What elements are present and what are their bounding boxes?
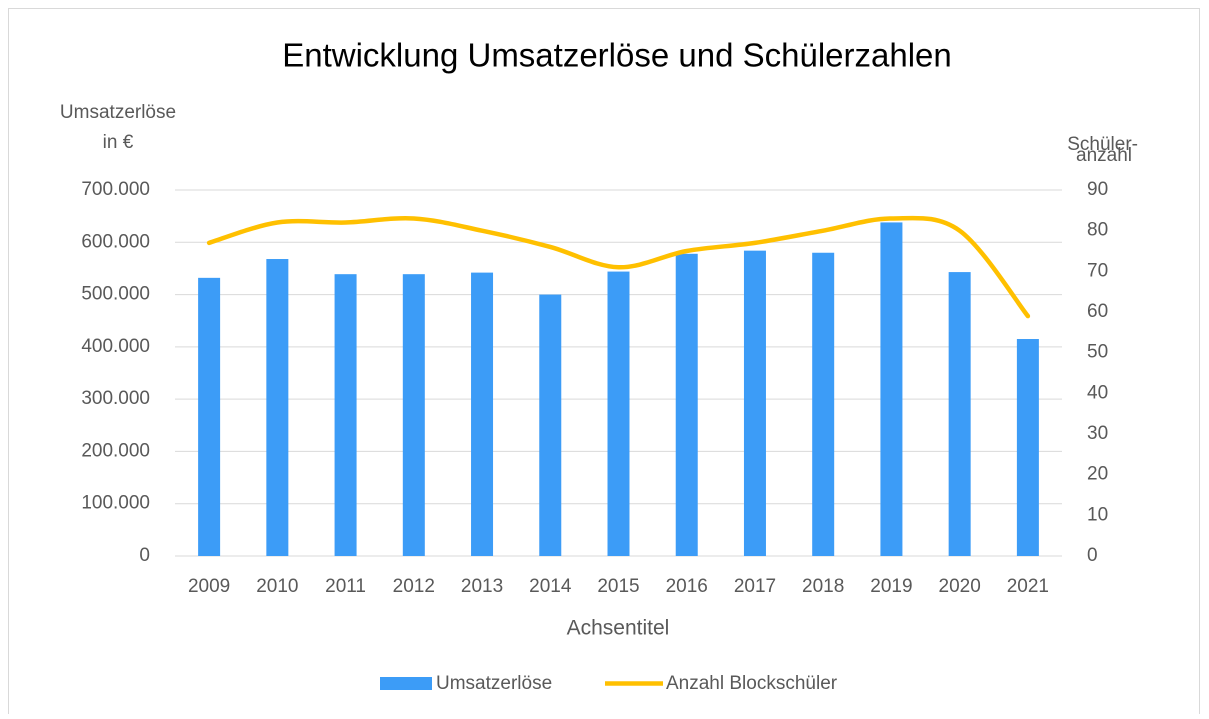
bar — [402, 274, 425, 556]
y-tick-label: 600.000 — [81, 231, 150, 252]
y2-tick-label: 50 — [1087, 342, 1108, 363]
x-tick-label: 2014 — [529, 576, 572, 597]
legend-label: Umsatzerlöse — [436, 673, 552, 694]
bar — [675, 253, 698, 556]
y-axis-label: Umsatzerlöse — [60, 102, 176, 123]
y2-tick-label: 60 — [1087, 301, 1108, 322]
y2-axis-label: anzahl — [1076, 145, 1132, 166]
y-tick-label: 100.000 — [81, 493, 150, 514]
x-tick-label: 2009 — [188, 576, 230, 597]
y2-tick-label: 30 — [1087, 423, 1108, 444]
y2-axis-label: Schüler- — [1067, 134, 1138, 155]
line — [206, 215, 1031, 319]
bar — [471, 272, 494, 556]
x-tick-label: 2013 — [461, 576, 503, 597]
x-tick-label: 2019 — [870, 576, 912, 597]
x-tick-label: 2012 — [393, 576, 435, 597]
y-axis-label: in € — [103, 132, 134, 153]
bar — [198, 277, 221, 556]
bar — [266, 259, 289, 556]
x-tick-label: 2018 — [802, 576, 844, 597]
y-tick-label: 400.000 — [81, 336, 150, 357]
y2-tick-label: 20 — [1087, 464, 1108, 485]
x-tick-label: 2021 — [1007, 576, 1049, 597]
y-tick-label: 700.000 — [81, 179, 150, 200]
x-tick-label: 2017 — [734, 576, 776, 597]
bar — [334, 274, 357, 556]
x-tick-label: 2020 — [939, 576, 981, 597]
y2-tick-label: 80 — [1087, 220, 1108, 241]
bar — [539, 294, 562, 556]
x-tick-label: 2011 — [325, 576, 366, 597]
y-tick-label: 0 — [139, 545, 150, 566]
x-axis-label: Achsentitel — [567, 617, 670, 640]
x-tick-label: 2015 — [597, 576, 639, 597]
bar — [880, 222, 903, 556]
bar — [1016, 339, 1039, 556]
y-tick-label: 300.000 — [81, 388, 150, 409]
x-tick-label: 2016 — [666, 576, 708, 597]
bar — [948, 272, 971, 556]
bar — [607, 271, 630, 556]
y2-tick-label: 90 — [1087, 179, 1108, 200]
legend-swatch — [380, 677, 432, 690]
bar — [743, 250, 766, 556]
y2-tick-label: 40 — [1087, 382, 1108, 403]
bar — [812, 252, 835, 556]
y-tick-label: 200.000 — [81, 440, 150, 461]
y-tick-label: 500.000 — [81, 284, 150, 305]
y2-tick-label: 70 — [1087, 260, 1108, 281]
y2-tick-label: 0 — [1087, 545, 1098, 566]
x-tick-label: 2010 — [256, 576, 298, 597]
y2-tick-label: 10 — [1087, 504, 1108, 525]
legend-label: Anzahl Blockschüler — [666, 673, 838, 694]
chart-border — [8, 8, 1200, 719]
chart-title: Entwicklung Umsatzerlöse und Schülerzahl… — [282, 37, 952, 74]
